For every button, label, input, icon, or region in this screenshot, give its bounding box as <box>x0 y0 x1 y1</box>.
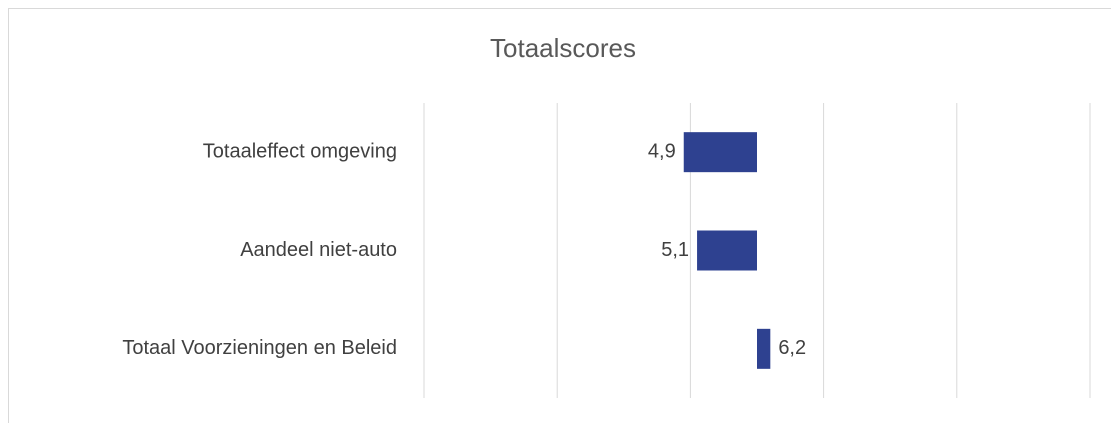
bar <box>757 328 771 369</box>
bar <box>697 230 757 271</box>
data-label: 6,2 <box>778 337 806 359</box>
y-tick-label: Aandeel niet-auto <box>240 239 397 261</box>
chart-frame <box>8 8 1111 423</box>
bar <box>683 132 757 173</box>
data-label: 4,9 <box>648 140 676 162</box>
y-tick-label: Totaal Voorzieningen en Beleid <box>122 337 397 359</box>
data-label: 5,1 <box>661 239 689 261</box>
chart-title: Totaalscores <box>490 33 636 63</box>
y-tick-label: Totaaleffect omgeving <box>203 140 397 162</box>
